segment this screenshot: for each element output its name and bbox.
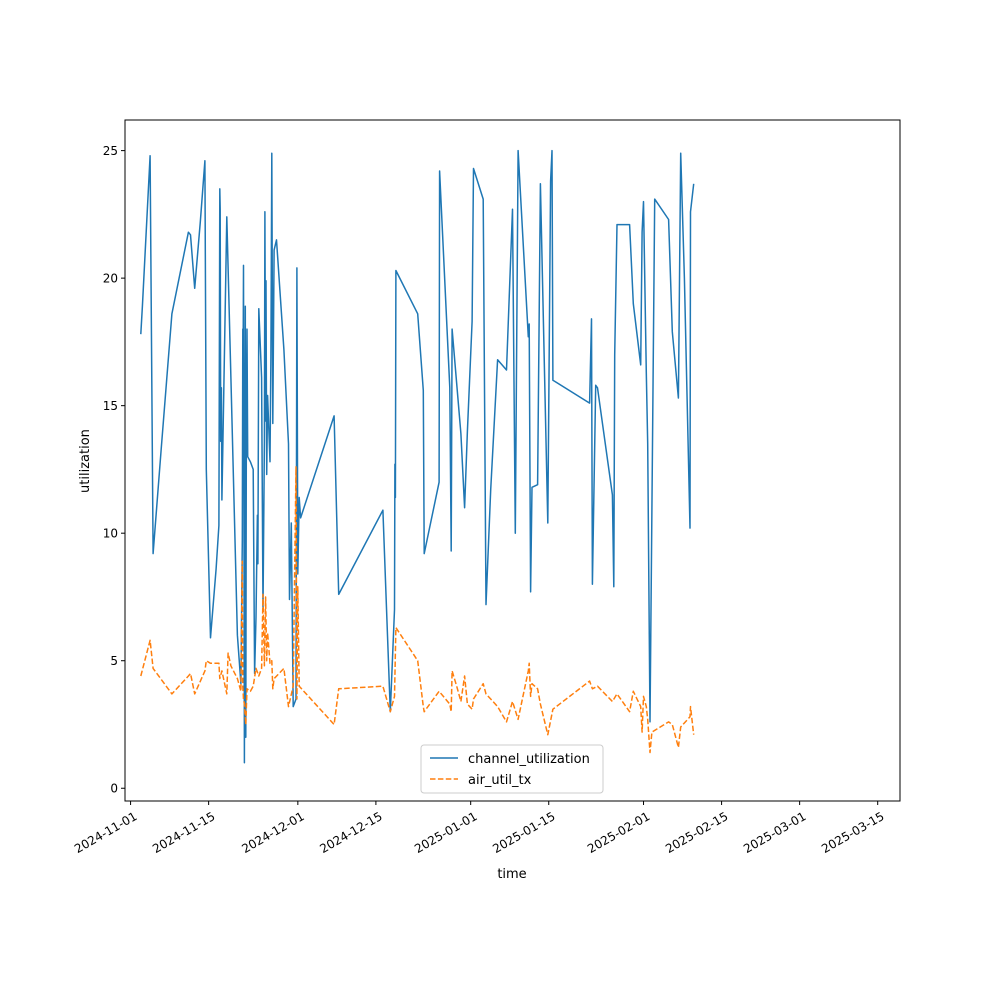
y-tick-label: 20 [103, 272, 118, 286]
y-axis-label: utilization [78, 429, 93, 493]
y-tick-label: 15 [103, 399, 118, 413]
legend: channel_utilization air_util_tx [420, 744, 604, 794]
x-axis-label: time [497, 867, 526, 882]
legend-label-channel-utilization: channel_utilization [468, 752, 590, 767]
y-tick-label: 10 [103, 527, 118, 541]
plot-area [124, 119, 901, 802]
y-tick-label: 5 [110, 654, 118, 668]
series-line-air-util-tx [140, 466, 695, 754]
series-layer [140, 149, 695, 764]
legend-box [420, 744, 604, 794]
y-tick-label: 0 [110, 782, 118, 796]
y-tick-label: 25 [103, 144, 118, 158]
series-line-channel-utilization [140, 149, 695, 764]
axes-frame [124, 119, 901, 802]
y-axis: 0 5 10 15 20 25 [103, 144, 125, 796]
legend-label-air-util-tx: air_util_tx [468, 773, 532, 788]
